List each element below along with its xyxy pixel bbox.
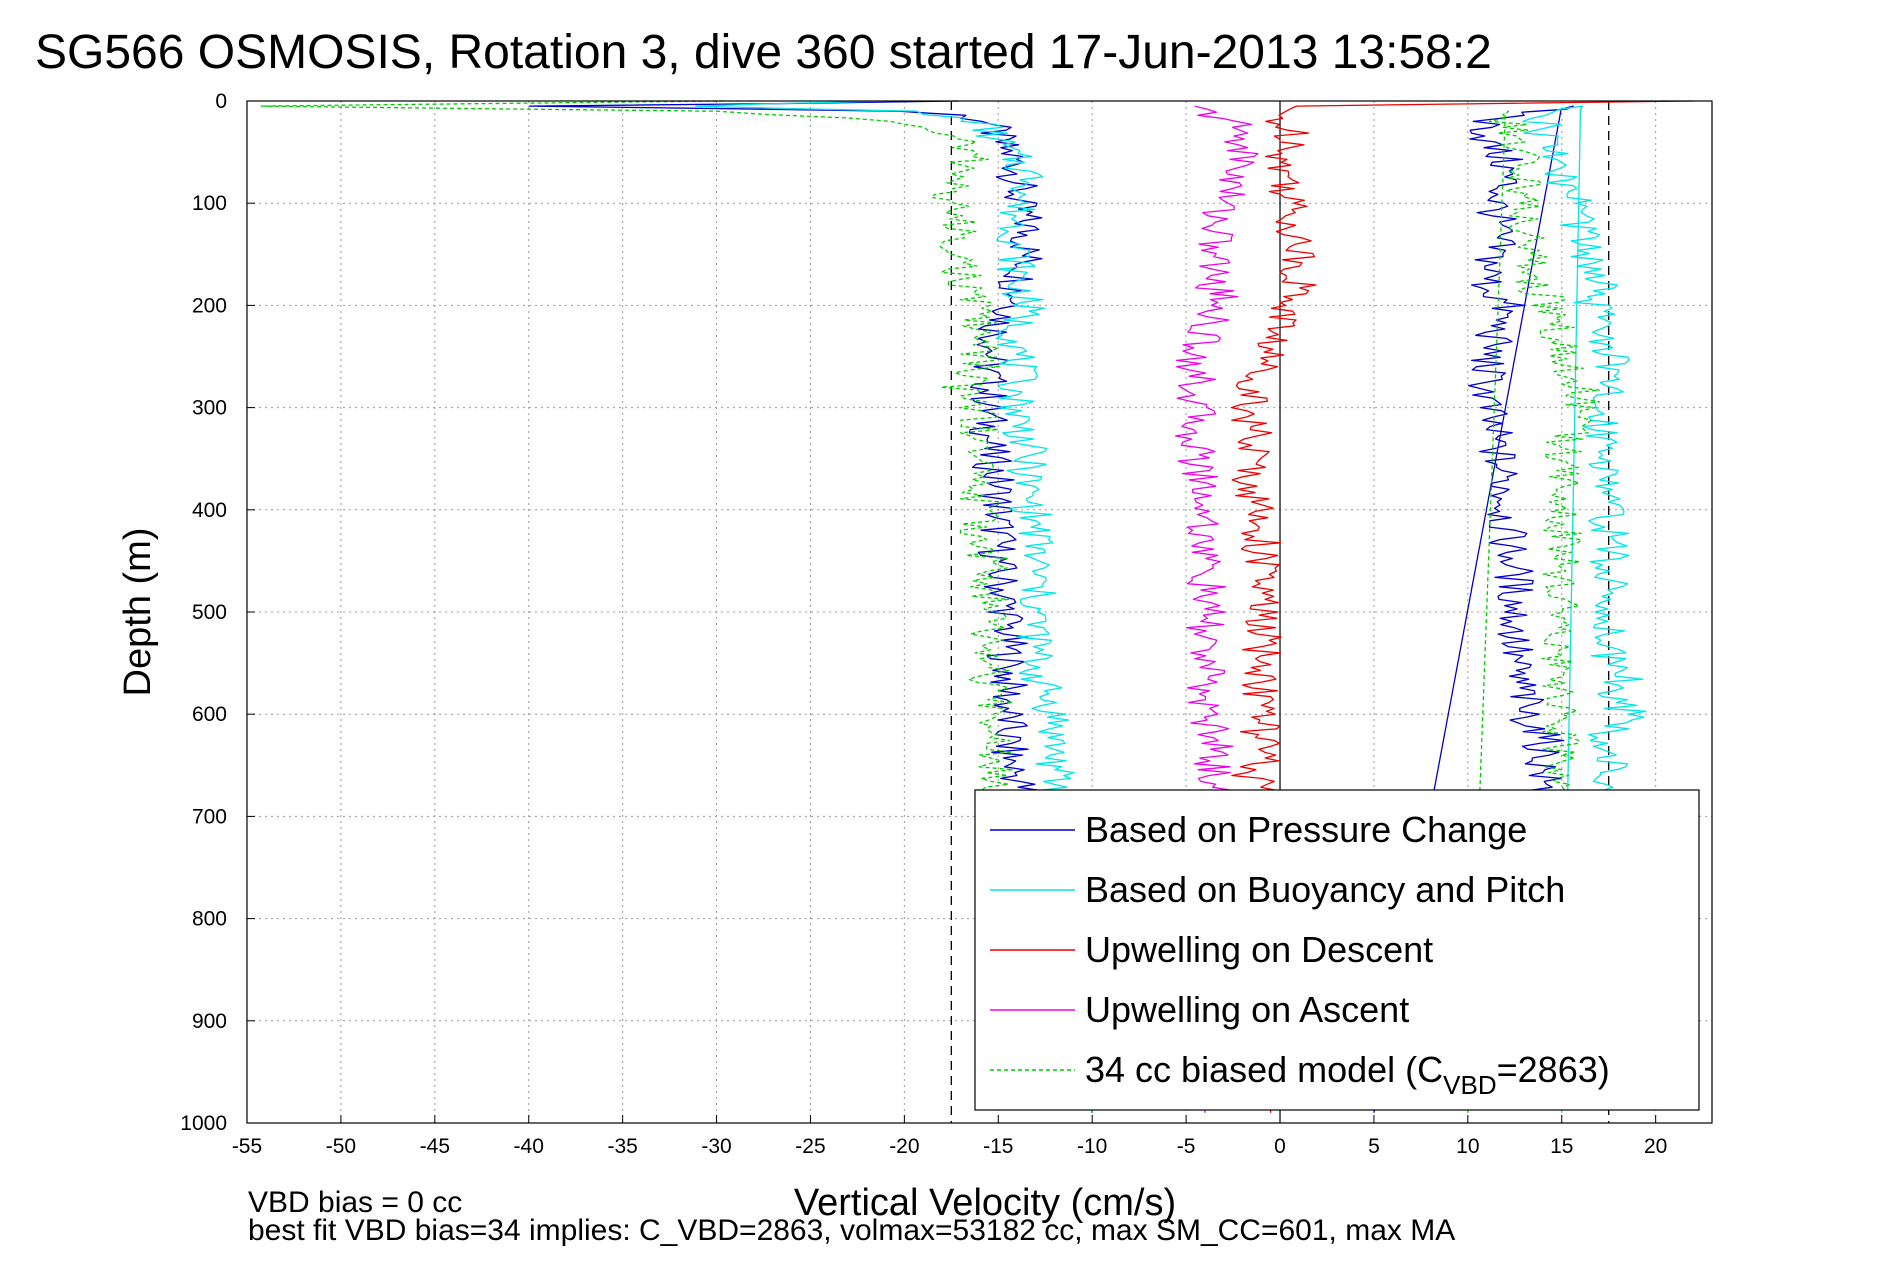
x-tick-label: -25 [795, 1135, 825, 1158]
y-tick-label: 1000 [180, 1112, 227, 1135]
legend-box [974, 789, 1700, 1111]
series-line-34-cc-biased-model-c-vbd-2863 [260, 100, 1093, 1113]
legend-entry-label: Upwelling on Descent [1085, 929, 1433, 970]
legend-entry-label: 34 cc biased model (CVBD=2863) [1085, 1049, 1610, 1100]
x-tick-label: -30 [701, 1135, 731, 1158]
y-axis-label: Depth (m) [117, 528, 159, 697]
x-tick-label: -40 [514, 1135, 544, 1158]
x-tick-label: 15 [1550, 1135, 1573, 1158]
x-tick-label: -50 [326, 1135, 356, 1158]
x-tick-label: -45 [420, 1135, 450, 1158]
legend-entry-label: Based on Buoyancy and Pitch [1085, 869, 1565, 910]
y-tick-label: 700 [192, 805, 227, 828]
x-tick-label: 10 [1456, 1135, 1479, 1158]
x-tick-label: -5 [1177, 1135, 1196, 1158]
y-tick-label: 200 [192, 294, 227, 317]
x-tick-label: 5 [1368, 1135, 1380, 1158]
tick-labels: -55 -50 -45 -40 -35 -30 -25 -20 -15 -10 -5 0 5 10 15 20… [180, 90, 1667, 1158]
vbd-bias-note: VBD bias = 0 cc [248, 1186, 462, 1219]
y-tick-label: 0 [215, 90, 227, 113]
x-tick-label: -55 [232, 1135, 262, 1158]
x-tick-label: 20 [1644, 1135, 1667, 1158]
x-tick-label: -10 [1077, 1135, 1107, 1158]
chart-title: SG566 OSMOSIS, Rotation 3, dive 360 star… [35, 26, 1492, 79]
y-tick-label: 100 [192, 192, 227, 215]
x-tick-label: 0 [1274, 1135, 1286, 1158]
y-tick-label: 300 [192, 397, 227, 420]
y-tick-label: 600 [192, 703, 227, 726]
x-axis-label: Vertical Velocity (cm/s) [794, 1182, 1176, 1224]
y-tick-label: 800 [192, 908, 227, 931]
legend-entry-label: Based on Pressure Change [1085, 809, 1527, 850]
legend-entry-label: Upwelling on Ascent [1085, 989, 1409, 1030]
x-tick-label: -35 [607, 1135, 637, 1158]
best-fit-note: best fit VBD bias=34 implies: C_VBD=2863… [248, 1214, 1455, 1247]
legend: Based on Pressure Change Based on Buoyanc… [974, 789, 1700, 1111]
y-tick-label: 500 [192, 601, 227, 624]
y-tick-label: 400 [192, 499, 227, 522]
y-tick-label: 900 [192, 1010, 227, 1033]
x-tick-label: -15 [983, 1135, 1013, 1158]
x-tick-label: -20 [889, 1135, 919, 1158]
